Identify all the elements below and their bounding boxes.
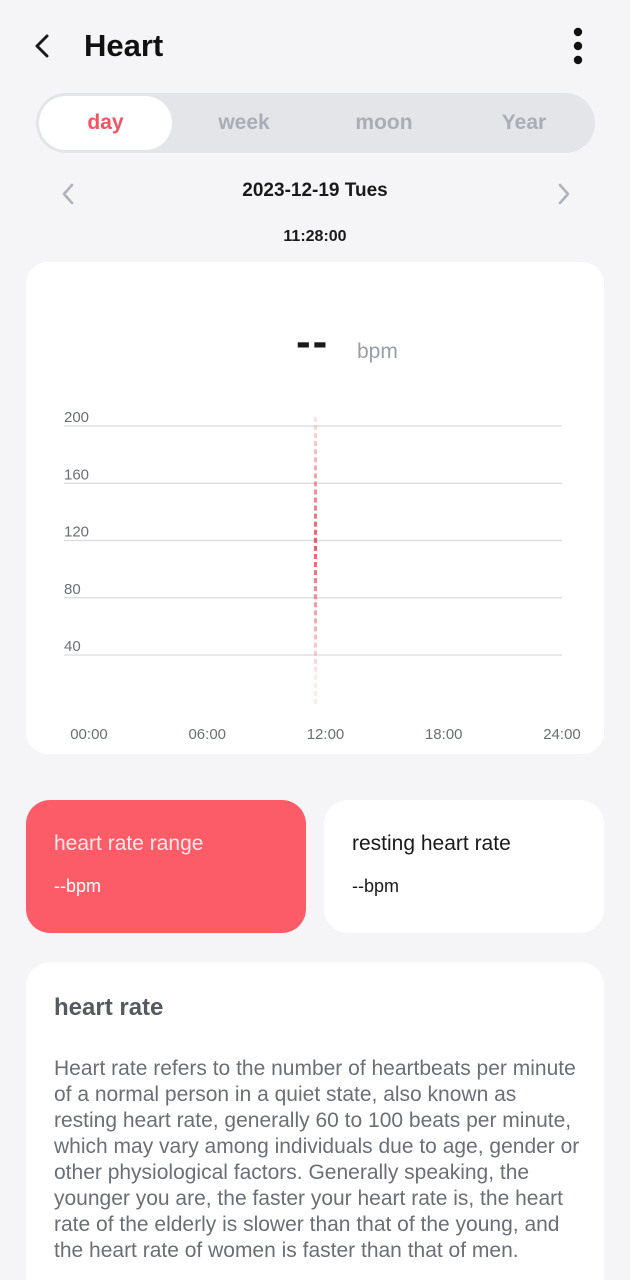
tab-year[interactable]: Year: [501, 111, 547, 134]
resting-heart-rate-value: --bpm: [352, 876, 400, 896]
cursor-dash: [314, 562, 317, 567]
cursor-dash: [314, 457, 317, 463]
heart-rate-info-card: heart rate Heart rate refers to the numb…: [26, 962, 604, 1280]
y-tick-label: 120: [64, 524, 89, 541]
previous-day-button[interactable]: [52, 178, 84, 210]
page-title: Heart: [84, 28, 164, 63]
cursor-dash: [314, 690, 317, 696]
heart-rate-range-value: --bpm: [54, 876, 102, 896]
cursor-dash: [314, 513, 317, 519]
cursor-dash: [314, 650, 317, 656]
y-tick-label: 40: [64, 638, 81, 655]
cursor-dash: [314, 505, 317, 511]
cursor-dash: [314, 642, 317, 648]
cursor-dash: [314, 449, 317, 455]
x-tick-label: 12:00: [307, 726, 345, 743]
tab-day[interactable]: day: [39, 96, 172, 150]
cursor-dash: [314, 497, 317, 503]
y-tick-label: 160: [64, 466, 89, 483]
cursor-dash: [314, 610, 317, 616]
cursor-dash: [314, 529, 317, 535]
cursor-dash: [314, 578, 317, 584]
cursor-dash: [314, 570, 317, 576]
cursor-dash: [314, 473, 317, 479]
cursor-dash: [314, 666, 317, 672]
cursor-dash: [314, 674, 317, 680]
selected-time: 11:28:00: [283, 228, 347, 245]
heart-rate-chart-card: -- bpm 200 160 120 80 40 00:00 06:00 12:00 18:00…: [26, 262, 604, 754]
cursor-dash: [314, 433, 317, 439]
resting-heart-rate-title: resting heart rate: [352, 832, 511, 855]
next-day-button[interactable]: [548, 178, 580, 210]
back-button[interactable]: [26, 26, 58, 66]
more-vertical-icon: [573, 27, 583, 65]
chevron-right-icon: [558, 183, 570, 205]
tab-moon[interactable]: moon: [355, 111, 413, 134]
cursor-dash: [314, 537, 317, 543]
x-tick-label: 24:00: [543, 726, 581, 743]
x-tick-label: 00:00: [70, 726, 108, 743]
cursor-dash: [314, 594, 317, 600]
cursor-dash: [314, 425, 317, 431]
cursor-dash: [314, 602, 317, 608]
current-bpm-unit: bpm: [357, 340, 398, 363]
cursor-dash: [314, 481, 317, 487]
tab-week[interactable]: week: [218, 111, 270, 134]
resting-heart-rate-card[interactable]: resting heart rate --bpm: [324, 800, 604, 933]
x-tick-label: 06:00: [188, 726, 226, 743]
cursor-dash: [314, 465, 317, 471]
heart-rate-range-card[interactable]: heart rate range --bpm: [26, 800, 306, 933]
cursor-dash: [314, 658, 317, 664]
cursor-dash: [314, 682, 317, 688]
current-date: 2023-12-19 Tues: [242, 180, 388, 201]
heart-rate-range-title: heart rate range: [54, 832, 204, 855]
heart-rate-chart[interactable]: 200 160 120 80 40 00:00 06:00 12:00 18:00 24:00: [26, 262, 604, 754]
current-bpm-value: --: [296, 317, 330, 366]
y-tick-label: 200: [64, 409, 89, 426]
cursor-dash: [314, 626, 317, 632]
cursor-dash: [314, 521, 317, 527]
chevron-left-icon: [62, 183, 74, 205]
info-title: heart rate: [54, 994, 164, 1021]
cursor-dash: [314, 634, 317, 640]
cursor-dash: [314, 489, 317, 495]
cursor-dash: [314, 586, 317, 592]
cursor-dash: [314, 545, 317, 551]
cursor-dash: [314, 618, 317, 624]
cursor-dash: [314, 441, 317, 447]
cursor-dash: [314, 417, 317, 422]
more-options-button[interactable]: [560, 24, 596, 68]
cursor-dash: [314, 698, 317, 704]
period-tabs: day week moon Year: [36, 93, 595, 153]
y-tick-label: 80: [64, 581, 81, 598]
info-description: Heart rate refers to the number of heart…: [54, 1057, 580, 1262]
chevron-left-icon: [35, 34, 49, 58]
date-navigator: 2023-12-19 Tues: [0, 174, 630, 214]
cursor-dash: [314, 553, 317, 559]
app-header: Heart: [0, 0, 630, 92]
x-tick-label: 18:00: [425, 726, 463, 743]
